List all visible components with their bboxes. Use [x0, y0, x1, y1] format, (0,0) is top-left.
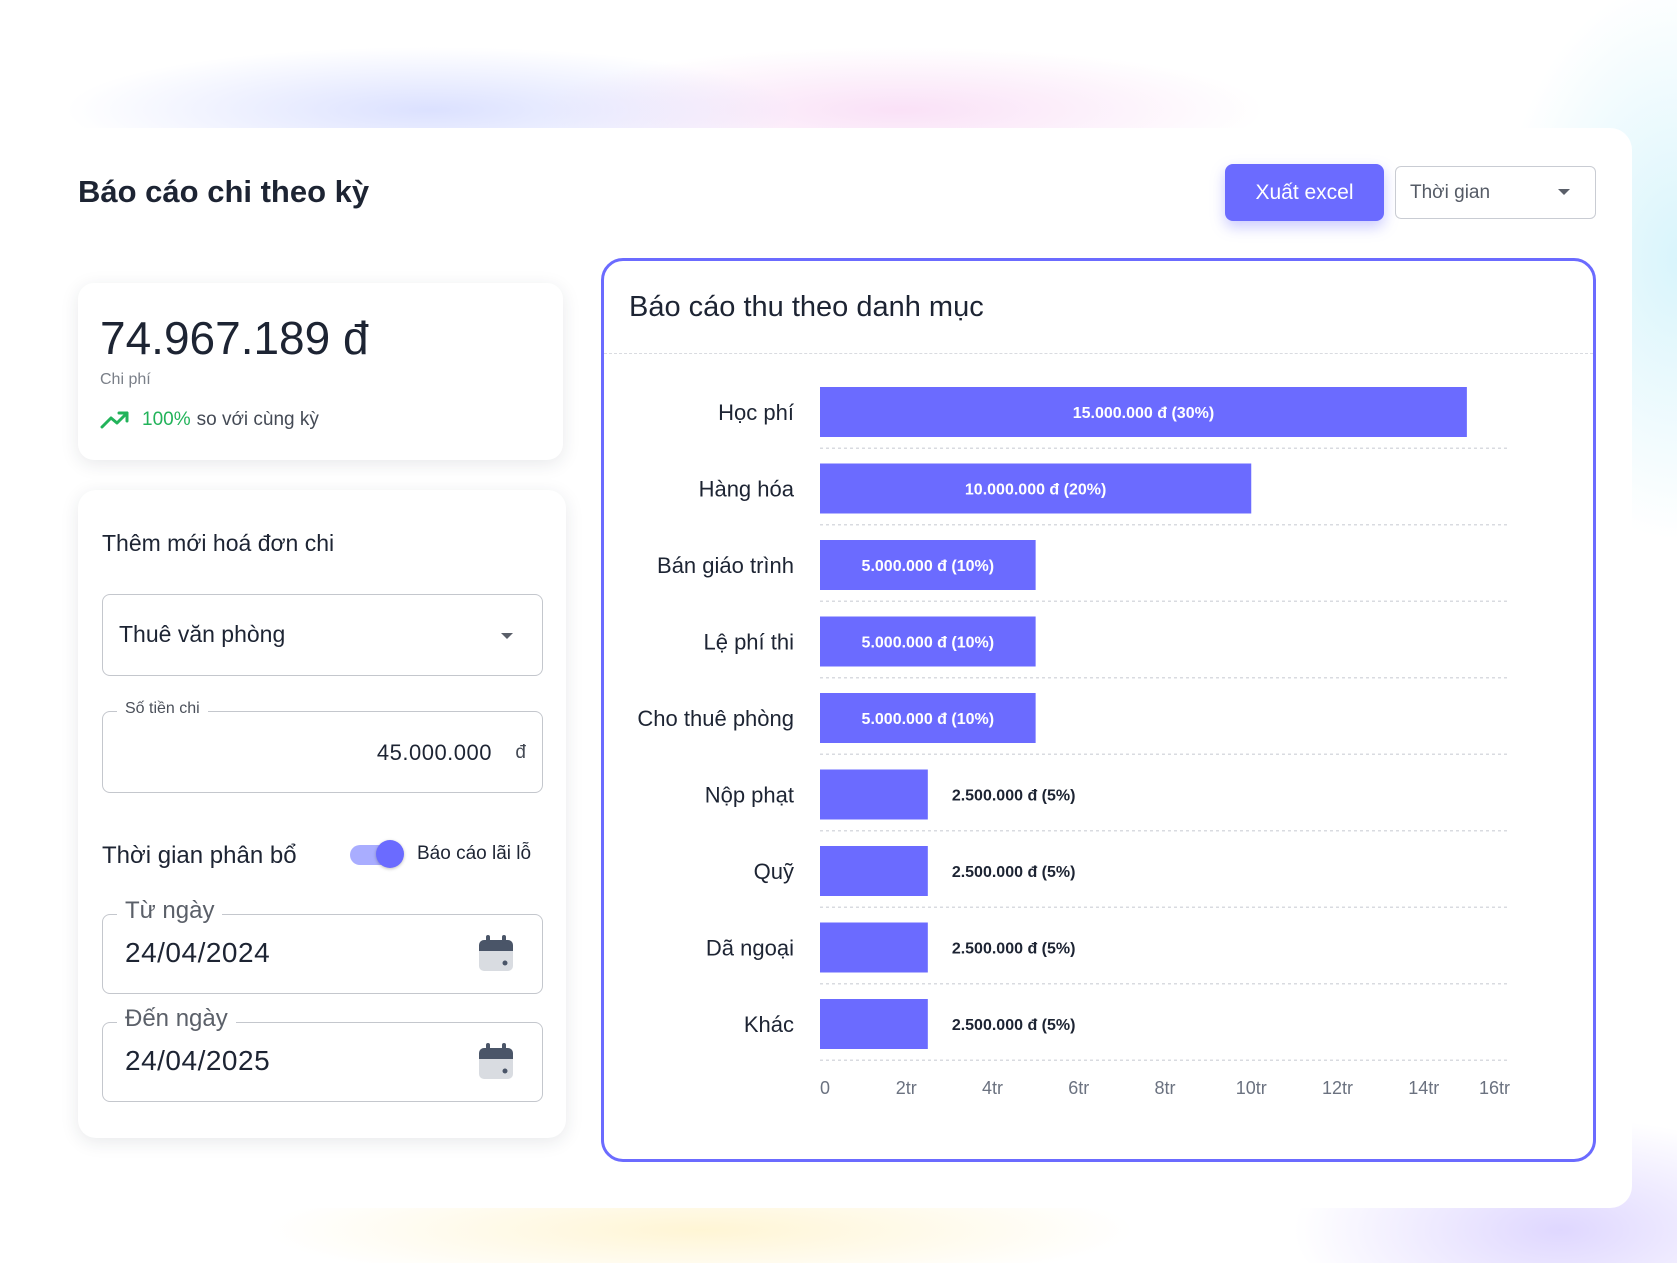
bar[interactable] [820, 769, 928, 820]
category-label: Bán giáo trình [657, 553, 794, 578]
data-label: 5.000.000 đ (10%) [862, 635, 995, 652]
expense-total: 74.967.189 đ [100, 312, 369, 364]
data-label: 2.500.000 đ (5%) [952, 864, 1076, 881]
category-label: Cho thuê phòng [637, 706, 794, 731]
category-label: Nộp phạt [705, 783, 794, 808]
chevron-down-icon [1558, 189, 1570, 195]
category-label: Lệ phí thi [703, 630, 794, 655]
bar[interactable] [820, 387, 1467, 437]
x-tick-label: 6tr [1068, 1078, 1089, 1098]
x-tick-label: 8tr [1154, 1078, 1175, 1098]
bar[interactable] [820, 846, 928, 896]
time-select[interactable]: Thời gian [1395, 166, 1596, 219]
amount-field[interactable]: Số tiền chi 45.000.000 đ [102, 700, 543, 793]
amount-value: 45.000.000 [376, 740, 492, 765]
expense-label: Chi phí [100, 371, 151, 388]
allocation-label: Thời gian phân bổ [102, 842, 297, 869]
export-excel-button[interactable]: Xuất excel [1225, 164, 1384, 221]
x-tick-label: 14tr [1408, 1078, 1439, 1098]
data-label: 5.000.000 đ (10%) [862, 711, 995, 728]
income-by-category-chart-card: Báo cáo thu theo danh mục Học phí 15.000.… [601, 258, 1596, 1162]
trending-up-icon [100, 411, 129, 429]
chart-title: Báo cáo thu theo danh mục [629, 291, 984, 323]
category-label: Quỹ [754, 859, 794, 884]
bar[interactable] [820, 693, 1036, 743]
page-title: Báo cáo chi theo kỳ [78, 174, 370, 209]
x-tick-label: 10tr [1236, 1078, 1267, 1098]
from-date-value: 24/04/2024 [125, 937, 271, 968]
category-label: Hàng hóa [699, 477, 795, 502]
data-label: 5.000.000 đ (10%) [862, 558, 995, 575]
category-value: Thuê văn phòng [119, 621, 286, 647]
calendar-icon[interactable] [476, 1042, 516, 1082]
x-tick-label: 4tr [982, 1078, 1003, 1098]
to-date-label: Đến ngày [117, 1005, 236, 1033]
from-date-field[interactable]: Từ ngày 24/04/2024 [102, 897, 543, 994]
x-tick-label: 2tr [896, 1078, 917, 1098]
bar[interactable] [820, 922, 928, 973]
bar[interactable] [820, 616, 1036, 667]
to-date-field[interactable]: Đến ngày 24/04/2025 [102, 1005, 543, 1102]
time-select-placeholder: Thời gian [1410, 181, 1491, 203]
to-date-value: 24/04/2025 [125, 1045, 271, 1076]
trend-row: 100% so với cùng kỳ [100, 409, 319, 431]
chart-divider [604, 353, 1593, 354]
toggle-knob [376, 840, 404, 868]
chevron-down-icon [501, 633, 513, 639]
data-label: 2.500.000 đ (5%) [952, 941, 1076, 958]
category-label: Học phí [718, 400, 794, 425]
bar-chart: Học phí 15.000.000 đ (30%) Hàng hóa 10.000.… [637, 387, 1510, 1098]
expense-summary-card: 74.967.189 đ Chi phí 100% so với cùng kỳ [78, 283, 563, 460]
currency-unit: đ [515, 742, 526, 763]
from-date-label: Từ ngày [117, 897, 223, 925]
x-tick-label: 16tr [1479, 1078, 1510, 1098]
category-label: Khác [744, 1012, 794, 1037]
category-label: Dã ngoại [706, 936, 794, 961]
data-label: 10.000.000 đ (20%) [965, 482, 1106, 499]
toggle-label: Báo cáo lãi lỗ [417, 843, 532, 864]
add-expense-form: Thêm mới hoá đơn chi Thuê văn phòng Số t… [78, 490, 566, 1138]
x-tick-label: 0 [820, 1078, 830, 1098]
data-label: 2.500.000 đ (5%) [952, 1017, 1076, 1034]
amount-label: Số tiền chi [117, 700, 208, 718]
category-select[interactable]: Thuê văn phòng [102, 594, 543, 676]
calendar-icon[interactable] [476, 934, 516, 974]
data-label: 15.000.000 đ (30%) [1073, 405, 1214, 422]
bar[interactable] [820, 540, 1036, 590]
form-title: Thêm mới hoá đơn chi [102, 530, 335, 556]
x-tick-label: 12tr [1322, 1078, 1353, 1098]
trend-percent: 100% [142, 409, 191, 430]
bar[interactable] [820, 463, 1252, 514]
profit-loss-toggle[interactable] [350, 840, 404, 868]
data-label: 2.500.000 đ (5%) [952, 788, 1076, 805]
bar[interactable] [820, 999, 928, 1049]
trend-text: so với cùng kỳ [196, 409, 319, 430]
